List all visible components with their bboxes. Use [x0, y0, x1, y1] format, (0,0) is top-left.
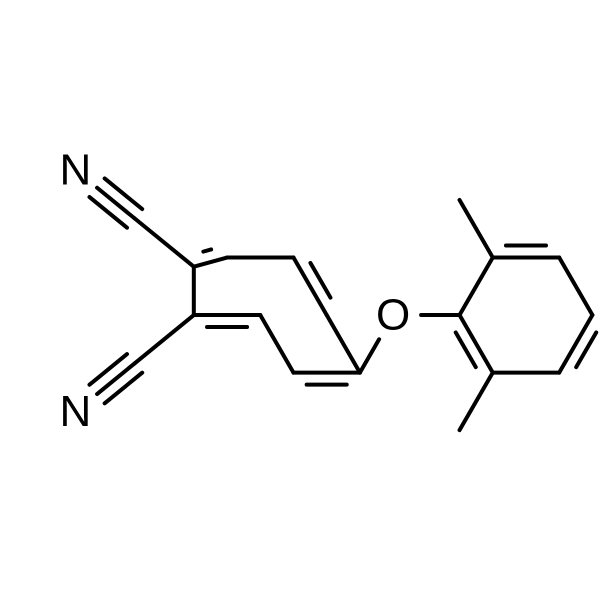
atom-label: N — [59, 387, 91, 436]
chemical-structure-diagram: N N O — [0, 0, 600, 600]
atom-label: N — [59, 146, 91, 195]
atom-label: O — [376, 291, 410, 340]
